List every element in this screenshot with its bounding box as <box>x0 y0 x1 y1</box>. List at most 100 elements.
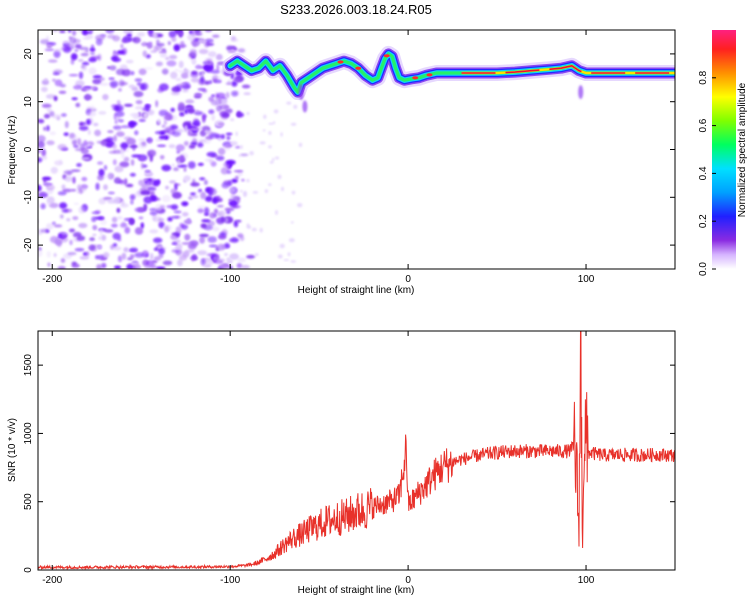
noise-blob <box>234 79 241 83</box>
noise-blob <box>182 89 189 93</box>
noise-blob <box>138 68 147 76</box>
noise-blob <box>251 227 257 232</box>
noise-blob <box>185 99 195 104</box>
noise-blob <box>181 72 189 79</box>
noise-blob <box>93 122 99 127</box>
noise-blob <box>75 44 82 49</box>
noise-blob <box>124 226 131 234</box>
noise-blob <box>138 179 145 186</box>
noise-blob <box>240 145 243 149</box>
noise-blob <box>291 190 296 195</box>
noise-blob <box>224 144 233 148</box>
noise-blob <box>183 141 189 146</box>
noise-blob <box>159 204 166 209</box>
ridge-core-red <box>461 65 675 74</box>
noise-blob <box>273 109 279 114</box>
noise-blob <box>38 149 42 154</box>
noise-blob <box>72 176 76 184</box>
noise-blob <box>167 128 176 135</box>
noise-blob <box>121 252 127 260</box>
noise-blob <box>26 223 31 229</box>
noise-blob <box>77 59 84 62</box>
noise-blob <box>213 208 219 214</box>
noise-blob <box>218 97 222 105</box>
noise-blob <box>215 134 223 140</box>
noise-blob <box>218 147 226 156</box>
noise-blob <box>298 142 303 147</box>
noise-blob <box>181 201 189 207</box>
noise-blob <box>101 234 107 241</box>
noise-blob <box>235 131 238 137</box>
ridge-drip <box>298 84 304 101</box>
noise-blob <box>108 191 115 195</box>
noise-blob <box>236 110 242 118</box>
noise-blob <box>71 97 78 101</box>
noise-blob <box>179 254 187 261</box>
noise-blob <box>46 184 55 191</box>
noise-blob <box>134 252 144 258</box>
noise-blob <box>101 262 107 269</box>
noise-blob <box>149 211 158 216</box>
noise-blob <box>53 50 61 58</box>
noise-blob <box>38 249 43 257</box>
noise-blob <box>142 50 148 57</box>
noise-blob <box>103 252 110 258</box>
noise-blob <box>203 259 214 266</box>
noise-blob <box>106 136 115 142</box>
noise-blob <box>61 184 66 190</box>
noise-blob <box>230 237 239 243</box>
noise-blob <box>40 203 46 210</box>
noise-blob <box>75 102 81 108</box>
noise-blob <box>179 154 185 163</box>
noise-blob <box>129 247 138 252</box>
noise-blob <box>239 235 245 242</box>
colorbar: 0.0 0.2 0.4 0.6 0.8 Normalized spectral ampl… <box>698 30 748 276</box>
noise-blob <box>219 263 228 269</box>
noise-blob <box>170 71 178 79</box>
colorbar-tick-label: 0.8 <box>698 70 709 84</box>
noise-blob <box>161 68 169 75</box>
noise-blob <box>230 36 237 41</box>
noise-blob <box>157 87 164 93</box>
noise-blob <box>290 221 294 224</box>
noise-blob <box>62 188 72 193</box>
noise-blob <box>161 194 171 203</box>
noise-blob <box>90 51 95 55</box>
noise-blob <box>204 65 213 71</box>
noise-blob <box>56 116 60 121</box>
noise-blob <box>46 250 52 258</box>
noise-blob <box>98 111 107 115</box>
noise-blob <box>207 236 217 243</box>
noise-blob <box>85 93 90 101</box>
noise-blob <box>237 48 246 53</box>
noise-blob <box>226 170 232 174</box>
noise-blob <box>126 263 135 269</box>
noise-blob <box>268 122 274 125</box>
noise-blob <box>123 156 130 162</box>
noise-blob <box>200 258 206 266</box>
noise-blob <box>38 184 42 192</box>
noise-blob <box>68 228 76 233</box>
noise-blob <box>190 127 200 131</box>
noise-blob <box>184 233 191 241</box>
noise-blob <box>192 41 198 48</box>
noise-blob <box>183 167 187 172</box>
noise-blob <box>197 142 204 148</box>
noise-blob <box>79 125 89 131</box>
noise-blob <box>183 175 191 182</box>
noise-blob <box>190 192 196 196</box>
noise-blob <box>114 104 124 112</box>
noise-blob <box>118 79 125 87</box>
noise-blob <box>38 157 43 163</box>
noise-blob <box>118 180 126 185</box>
noise-blob <box>108 77 115 80</box>
spectral-ridge <box>222 45 675 113</box>
noise-blob <box>43 113 51 119</box>
noise-blob <box>109 80 119 88</box>
noise-blob <box>239 189 243 193</box>
noise-blob <box>281 186 284 192</box>
noise-blob <box>82 61 90 66</box>
snr-xtick-label: -200 <box>42 575 62 586</box>
noise-blob <box>86 118 91 126</box>
noise-blob <box>117 237 122 242</box>
